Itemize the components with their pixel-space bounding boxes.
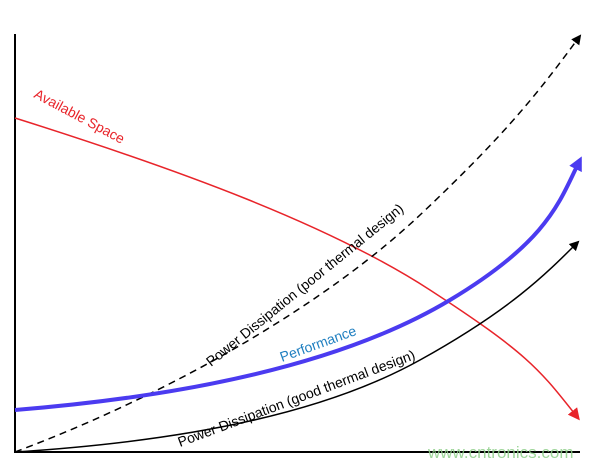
power-poor-thermal-curve — [14, 34, 582, 453]
available-space-label: Available Space — [32, 86, 128, 147]
available-space-curve — [14, 117, 580, 421]
power-good-thermal-curve — [14, 240, 580, 453]
watermark: www.cntronics.com — [427, 443, 573, 462]
performance-curve — [14, 156, 582, 412]
